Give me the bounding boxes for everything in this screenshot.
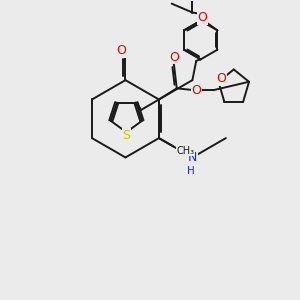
- Text: N: N: [188, 151, 197, 164]
- Text: S: S: [122, 129, 130, 142]
- Text: H: H: [187, 166, 195, 176]
- Text: O: O: [197, 11, 207, 24]
- Text: O: O: [192, 84, 202, 97]
- Text: CH₃: CH₃: [176, 146, 195, 156]
- Text: O: O: [217, 72, 226, 85]
- Text: O: O: [116, 44, 126, 57]
- Text: O: O: [169, 51, 179, 64]
